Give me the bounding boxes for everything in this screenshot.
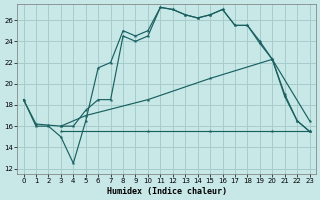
X-axis label: Humidex (Indice chaleur): Humidex (Indice chaleur) [107, 187, 227, 196]
